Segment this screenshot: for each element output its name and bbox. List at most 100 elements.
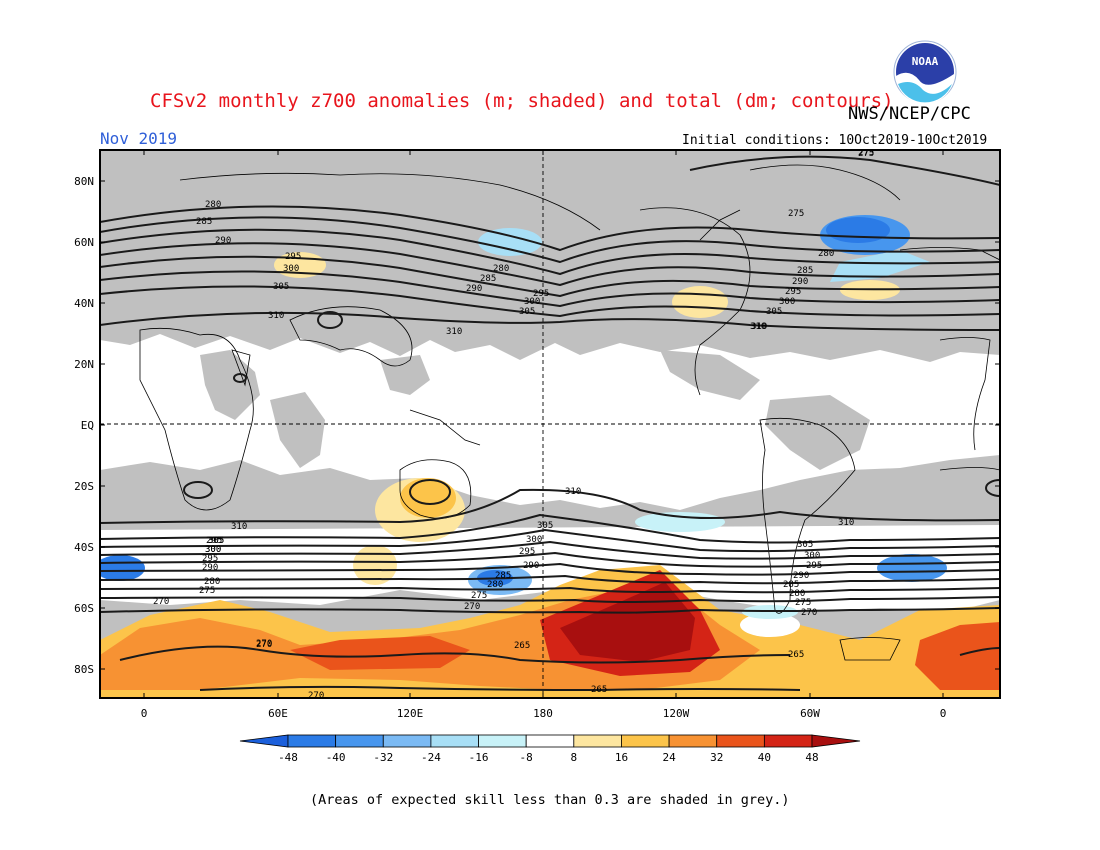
contour-label: 270	[256, 639, 272, 649]
lat-label: 80N	[74, 175, 94, 188]
lat-label: 60N	[74, 236, 94, 249]
contour-label: 295	[533, 289, 549, 299]
contour-label: 295	[202, 554, 218, 564]
lat-label: 40N	[74, 297, 94, 310]
contour-label: 300	[779, 297, 795, 307]
lon-label: 0	[940, 707, 947, 720]
lat-label: 20N	[74, 358, 94, 371]
lon-label: 60E	[268, 707, 288, 720]
contour-label: 290	[523, 561, 539, 571]
contour-label: 270	[308, 691, 324, 701]
contour-label: 275	[788, 209, 804, 219]
coastlines	[139, 164, 1000, 661]
map-body: 275 280 285 290 295 300 305 310 310 310 …	[100, 148, 1000, 701]
contour-label: 295	[806, 561, 822, 571]
contour-label: 310	[446, 327, 462, 337]
contour-label: 265	[591, 685, 607, 695]
contour-label: 305	[273, 282, 289, 292]
colorbar-label: 40	[758, 751, 771, 764]
colorbar-swatch	[287, 734, 337, 748]
contour-label: 280	[205, 200, 221, 210]
contour-label: 305	[766, 307, 782, 317]
longitude-ticks	[143, 150, 944, 698]
colorbar-label: 32	[710, 751, 723, 764]
contour-label: 305	[208, 536, 224, 546]
contour-label: 270	[256, 640, 272, 650]
colorbar-swatch	[478, 734, 527, 748]
map-frame	[99, 149, 1001, 699]
contour-label: 305	[519, 307, 535, 317]
colorbar-label: 24	[662, 751, 676, 764]
lon-label: 60W	[800, 707, 820, 720]
colorbar-swatch	[525, 734, 575, 748]
positive-anomalies	[100, 252, 1000, 698]
colorbar-label: -16	[469, 751, 489, 764]
latitude-axis: 80N 60N 40N 20N EQ 20S 40S 60S 80S	[74, 175, 94, 676]
contour-label: 310	[838, 518, 854, 528]
lat-label: 80S	[74, 663, 94, 676]
colorbar-label: 16	[615, 751, 628, 764]
lon-label: 0	[141, 707, 148, 720]
contour-labels: 275 280 285 290 295 300 305 310 310 310 …	[153, 148, 874, 701]
contour-label: 310	[751, 322, 767, 332]
contour-label: 310	[268, 311, 284, 321]
height-contours	[100, 155, 1000, 692]
contour-label: 310	[231, 522, 247, 532]
contour-label: 280	[204, 577, 220, 587]
contour-label: 305	[797, 540, 813, 550]
contour-label: 265	[788, 650, 804, 660]
colorbar	[239, 734, 861, 748]
contour-label: 300	[526, 535, 542, 545]
colorbar-swatch	[382, 734, 432, 748]
contour-label: 305	[537, 521, 553, 531]
colorbar-swatch	[763, 734, 813, 748]
lon-label: 120W	[663, 707, 690, 720]
colorbar-swatch	[430, 734, 479, 748]
colorbar-swatch	[335, 734, 384, 748]
skill-footnote: (Areas of expected skill less than 0.3 a…	[310, 792, 790, 808]
contour-label: 295	[519, 547, 535, 557]
colorbar-swatch	[668, 734, 718, 748]
contour-label: 295	[285, 252, 301, 262]
contour-label: 280	[789, 589, 805, 599]
colorbar-label: 8	[571, 751, 578, 764]
chart-title: CFSv2 monthly z700 anomalies (m; shaded)…	[150, 90, 894, 112]
longitude-axis: 0 60E 120E 180 120W 60W 0	[141, 707, 947, 720]
contour-label: 310	[750, 322, 766, 332]
contour-label: 290	[466, 284, 482, 294]
contour-label: 280	[487, 580, 503, 590]
noaa-logo-text: NOAA	[912, 55, 939, 68]
colorbar-min-triangle	[239, 734, 289, 748]
contour-label: 270	[464, 602, 480, 612]
contour-label: 265	[514, 641, 530, 651]
colorbar-label: -32	[373, 751, 393, 764]
contour-label: 300	[524, 297, 540, 307]
colorbar-swatch	[716, 734, 765, 748]
contour-label: 300	[804, 551, 820, 561]
contour-label: 285	[783, 580, 799, 590]
contour-label: 300	[205, 545, 221, 555]
contour-label: 285	[196, 217, 212, 227]
contour-label: 275	[858, 148, 874, 158]
contour-label: 300	[205, 545, 221, 555]
contour-label: 270	[153, 597, 169, 607]
latitude-ticks	[100, 180, 1000, 670]
contour-label: 285	[495, 571, 511, 581]
lat-label: 20S	[74, 480, 94, 493]
colorbar-label: -40	[326, 751, 346, 764]
noaa-logo: NOAA	[893, 40, 957, 104]
contour-label: 275	[858, 149, 874, 159]
contour-label: 275	[795, 598, 811, 608]
lat-label: 40S	[74, 541, 94, 554]
lon-label: 120E	[397, 707, 424, 720]
contour-label: 275	[199, 586, 215, 596]
agency-label: NWS/NCEP/CPC	[848, 104, 971, 124]
contour-label: 270	[801, 608, 817, 618]
lat-label: EQ	[81, 419, 94, 432]
colorbar-label: 48	[805, 751, 818, 764]
forecast-month: Nov 2019	[100, 129, 178, 148]
lon-label: 180	[533, 707, 553, 720]
lat-label: 60S	[74, 602, 94, 615]
contour-label: 290	[202, 563, 218, 573]
